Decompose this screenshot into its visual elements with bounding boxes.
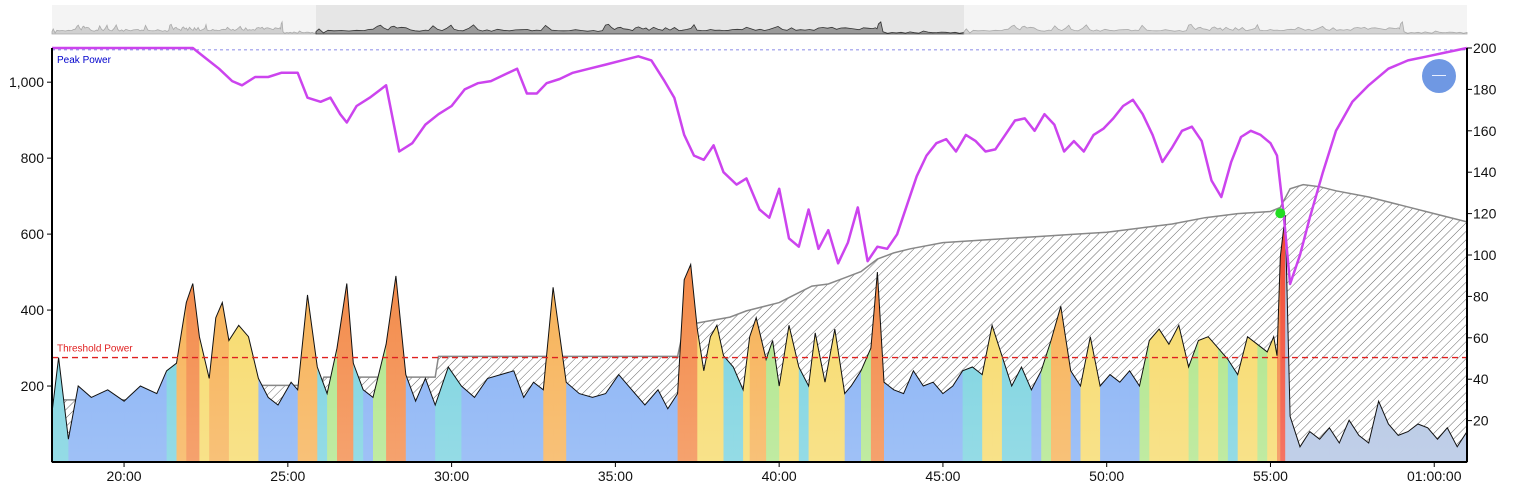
reference-line-label: Threshold Power (57, 344, 133, 355)
x-tick-label: 20:00 (107, 468, 142, 484)
reference-line-label: Peak Power (57, 55, 112, 66)
x-tick-label: 25:00 (270, 468, 305, 484)
power-outline (51, 215, 1468, 463)
y-left-tick-label: 200 (21, 378, 45, 394)
area-layer (51, 46, 1468, 463)
x-tick-label: 50:00 (1089, 468, 1124, 484)
x-tick-label: 45:00 (925, 468, 960, 484)
y-right-tick-label: 120 (1473, 206, 1497, 222)
y-right-tick-label: 180 (1473, 81, 1497, 97)
y-right-tick-label: 20 (1473, 413, 1489, 429)
y-left-tick-label: 1,000 (9, 74, 44, 90)
x-tick-label: 55:00 (1253, 468, 1288, 484)
minus-icon (1432, 75, 1446, 76)
y-right-tick-label: 100 (1473, 247, 1497, 263)
navigator-area-left (51, 20, 317, 35)
navigator-area-right (963, 21, 1468, 35)
y-right-tick-label: 160 (1473, 123, 1497, 139)
y-left-tick-label: 600 (21, 226, 45, 242)
zoom-reset-button[interactable] (1422, 59, 1456, 93)
x-tick-label: 40:00 (762, 468, 797, 484)
x-tick-label: 30:00 (434, 468, 469, 484)
y-right-tick-label: 140 (1473, 164, 1497, 180)
y-right-tick-label: 40 (1473, 371, 1489, 387)
axes (47, 47, 1472, 467)
x-tick-label: 35:00 (598, 468, 633, 484)
y-left-tick-label: 400 (21, 302, 45, 318)
y-left-tick-label: 800 (21, 150, 45, 166)
peak-power-line (52, 46, 1468, 286)
x-tick-label: 01:00:00 (1407, 468, 1462, 484)
chart-labels: Peak Power Threshold Power 200 400 600 800 1,0… (9, 40, 1497, 484)
navigator-overview[interactable] (51, 5, 1468, 35)
y-right-tick-label: 80 (1473, 288, 1489, 304)
navigator-area-selected (315, 21, 965, 35)
y-right-tick-label: 60 (1473, 330, 1489, 346)
highlight-point (1275, 208, 1286, 219)
y-right-tick-label: 200 (1473, 40, 1497, 56)
